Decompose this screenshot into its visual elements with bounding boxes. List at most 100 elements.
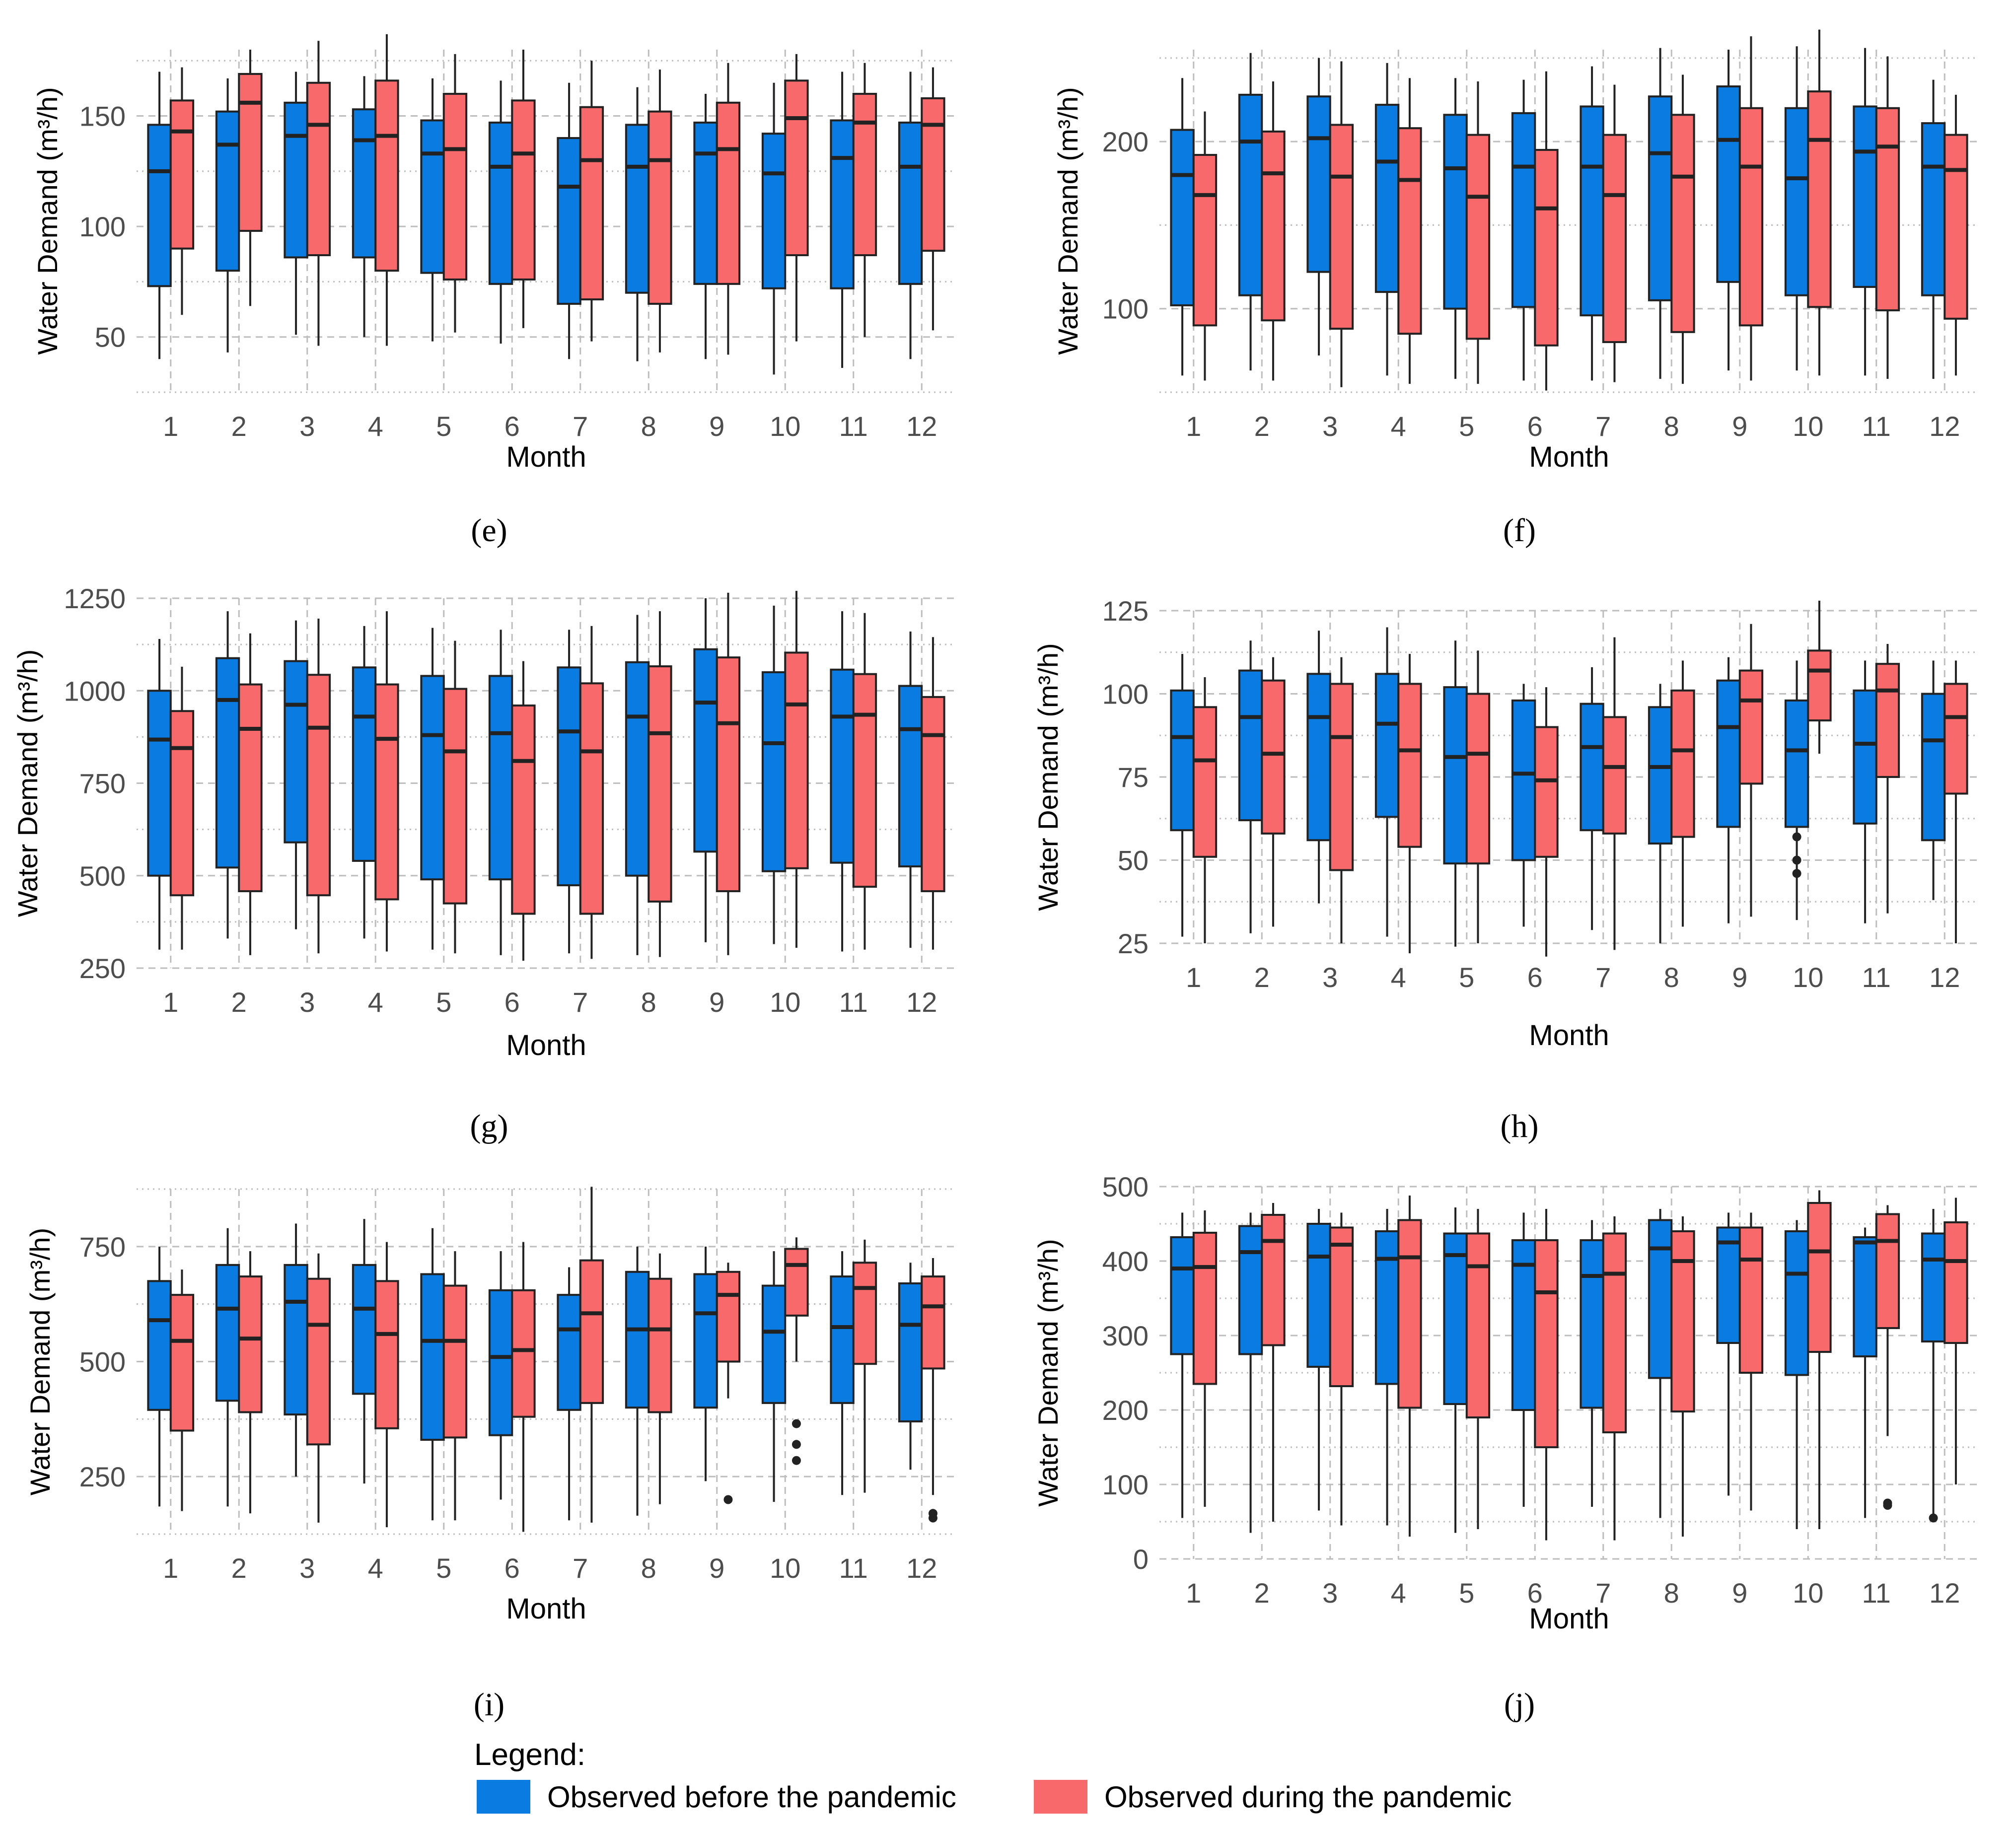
x-tick-label: 4 [368, 411, 383, 442]
box-before-month-4 [352, 1219, 377, 1484]
x-tick-label: 9 [1732, 1577, 1747, 1609]
box-body [215, 110, 240, 272]
panel-caption: (h) [1501, 1108, 1539, 1144]
box-body [1238, 93, 1263, 296]
legend: Legend: Observed before the pandemic Obs… [474, 1738, 1512, 1814]
legend-title: Legend: [474, 1738, 585, 1772]
box-body [1534, 1239, 1559, 1448]
box-body [1670, 1230, 1695, 1412]
box-before-month-6 [488, 80, 513, 344]
box-during-month-2 [238, 633, 263, 955]
box-body [147, 124, 172, 287]
x-tick-label: 5 [1459, 962, 1474, 993]
box-body [1648, 706, 1673, 845]
box-body [693, 648, 718, 853]
box-body [716, 656, 741, 893]
box-body [716, 1270, 741, 1363]
box-body [488, 1289, 513, 1436]
box-body [693, 1273, 718, 1409]
box-body [1329, 683, 1354, 871]
box-body [352, 108, 377, 259]
box-body [1465, 134, 1491, 340]
y-tick-label: 50 [1118, 845, 1149, 876]
x-tick-label: 7 [573, 411, 588, 442]
box-body [1511, 112, 1536, 308]
legend-label-during: Observed during the pandemic [1104, 1780, 1512, 1814]
box-before-month-7 [557, 1267, 581, 1521]
box-before-month-8 [625, 87, 650, 361]
box-body [1397, 1219, 1422, 1409]
outlier-point [792, 1440, 801, 1449]
box-body [1784, 699, 1809, 828]
x-tick-label: 8 [1664, 1577, 1679, 1609]
box-body [1443, 114, 1468, 310]
box-body [1580, 703, 1604, 832]
panel-caption: (j) [1504, 1687, 1535, 1723]
box-before-month-9 [693, 94, 718, 359]
outlier-point [1929, 1513, 1938, 1523]
x-tick-label: 5 [436, 986, 451, 1018]
box-body [352, 1264, 377, 1395]
box-body [169, 1294, 195, 1432]
panel-caption: (i) [474, 1687, 504, 1723]
box-before-month-8 [1648, 1209, 1673, 1518]
x-tick-label: 3 [1322, 962, 1338, 993]
box-during-month-5 [1465, 81, 1491, 384]
box-before-month-6 [1511, 684, 1536, 927]
box-body [579, 106, 604, 301]
x-tick-label: 5 [1459, 411, 1474, 442]
x-tick-label: 2 [231, 986, 247, 1018]
x-tick-label: 11 [839, 1552, 868, 1584]
x-axis-title: Month [506, 1029, 586, 1061]
x-tick-label: 1 [163, 411, 178, 442]
box-body [648, 1277, 672, 1413]
x-tick-label: 3 [299, 1552, 315, 1584]
y-axis-title: Water Demand (m³/h) [1032, 643, 1064, 911]
box-body [784, 651, 809, 869]
box-during-month-7 [579, 61, 604, 342]
box-before-month-4 [1374, 63, 1400, 376]
x-tick-label: 3 [299, 411, 315, 442]
box-during-month-8 [1670, 1216, 1695, 1537]
box-body [1921, 122, 1946, 296]
box-body [579, 682, 604, 915]
box-during-month-1 [1192, 677, 1218, 943]
box-body [921, 97, 945, 252]
box-before-month-4 [352, 626, 377, 939]
x-tick-label: 4 [1391, 1577, 1406, 1609]
box-body [238, 683, 263, 893]
x-tick-label: 5 [436, 1552, 451, 1584]
y-tick-label: 300 [1102, 1320, 1149, 1351]
box-during-month-6 [511, 1242, 536, 1532]
box-body [784, 1248, 809, 1317]
legend-swatch-during [1034, 1780, 1087, 1814]
box-during-month-10 [784, 54, 809, 342]
box-during-month-8 [648, 611, 672, 957]
x-tick-label: 12 [1929, 411, 1960, 442]
box-body [306, 1277, 331, 1446]
x-tick-label: 11 [1862, 1577, 1891, 1609]
box-during-month-7 [1602, 637, 1627, 950]
box-during-month-3 [306, 41, 331, 346]
y-tick-label: 1000 [64, 675, 126, 706]
box-body [898, 1282, 923, 1422]
box-during-month-8 [1670, 74, 1695, 384]
box-during-month-7 [1602, 84, 1627, 382]
box-body [1397, 127, 1422, 335]
box-body [1192, 154, 1218, 327]
box-body [1238, 1225, 1263, 1355]
box-body [511, 1289, 536, 1418]
box-during-month-9 [1738, 624, 1764, 917]
box-during-month-4 [374, 611, 399, 952]
box-body [1807, 649, 1832, 722]
box-before-month-10 [761, 605, 787, 944]
box-during-month-10 [1807, 1190, 1832, 1529]
box-during-month-10 [784, 591, 809, 948]
box-before-month-9 [693, 1246, 718, 1481]
box-before-month-1 [1170, 78, 1195, 376]
box-during-month-9 [1738, 1212, 1764, 1511]
box-body [1944, 1221, 1968, 1344]
box-during-month-6 [1534, 71, 1559, 391]
y-tick-label: 100 [1102, 293, 1149, 325]
